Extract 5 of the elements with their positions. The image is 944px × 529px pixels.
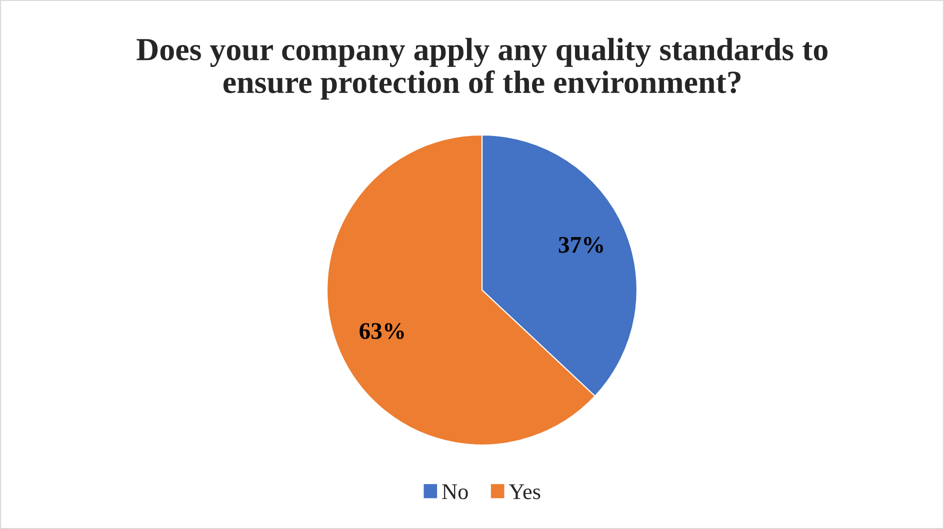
legend-label: Yes xyxy=(508,484,540,500)
chart-title: Does your company apply any quality standards to ensure protection of the environment? xyxy=(136,38,828,100)
legend-label: No xyxy=(442,484,468,500)
data-label: 63% xyxy=(360,323,404,340)
data-label: 37% xyxy=(558,236,603,253)
